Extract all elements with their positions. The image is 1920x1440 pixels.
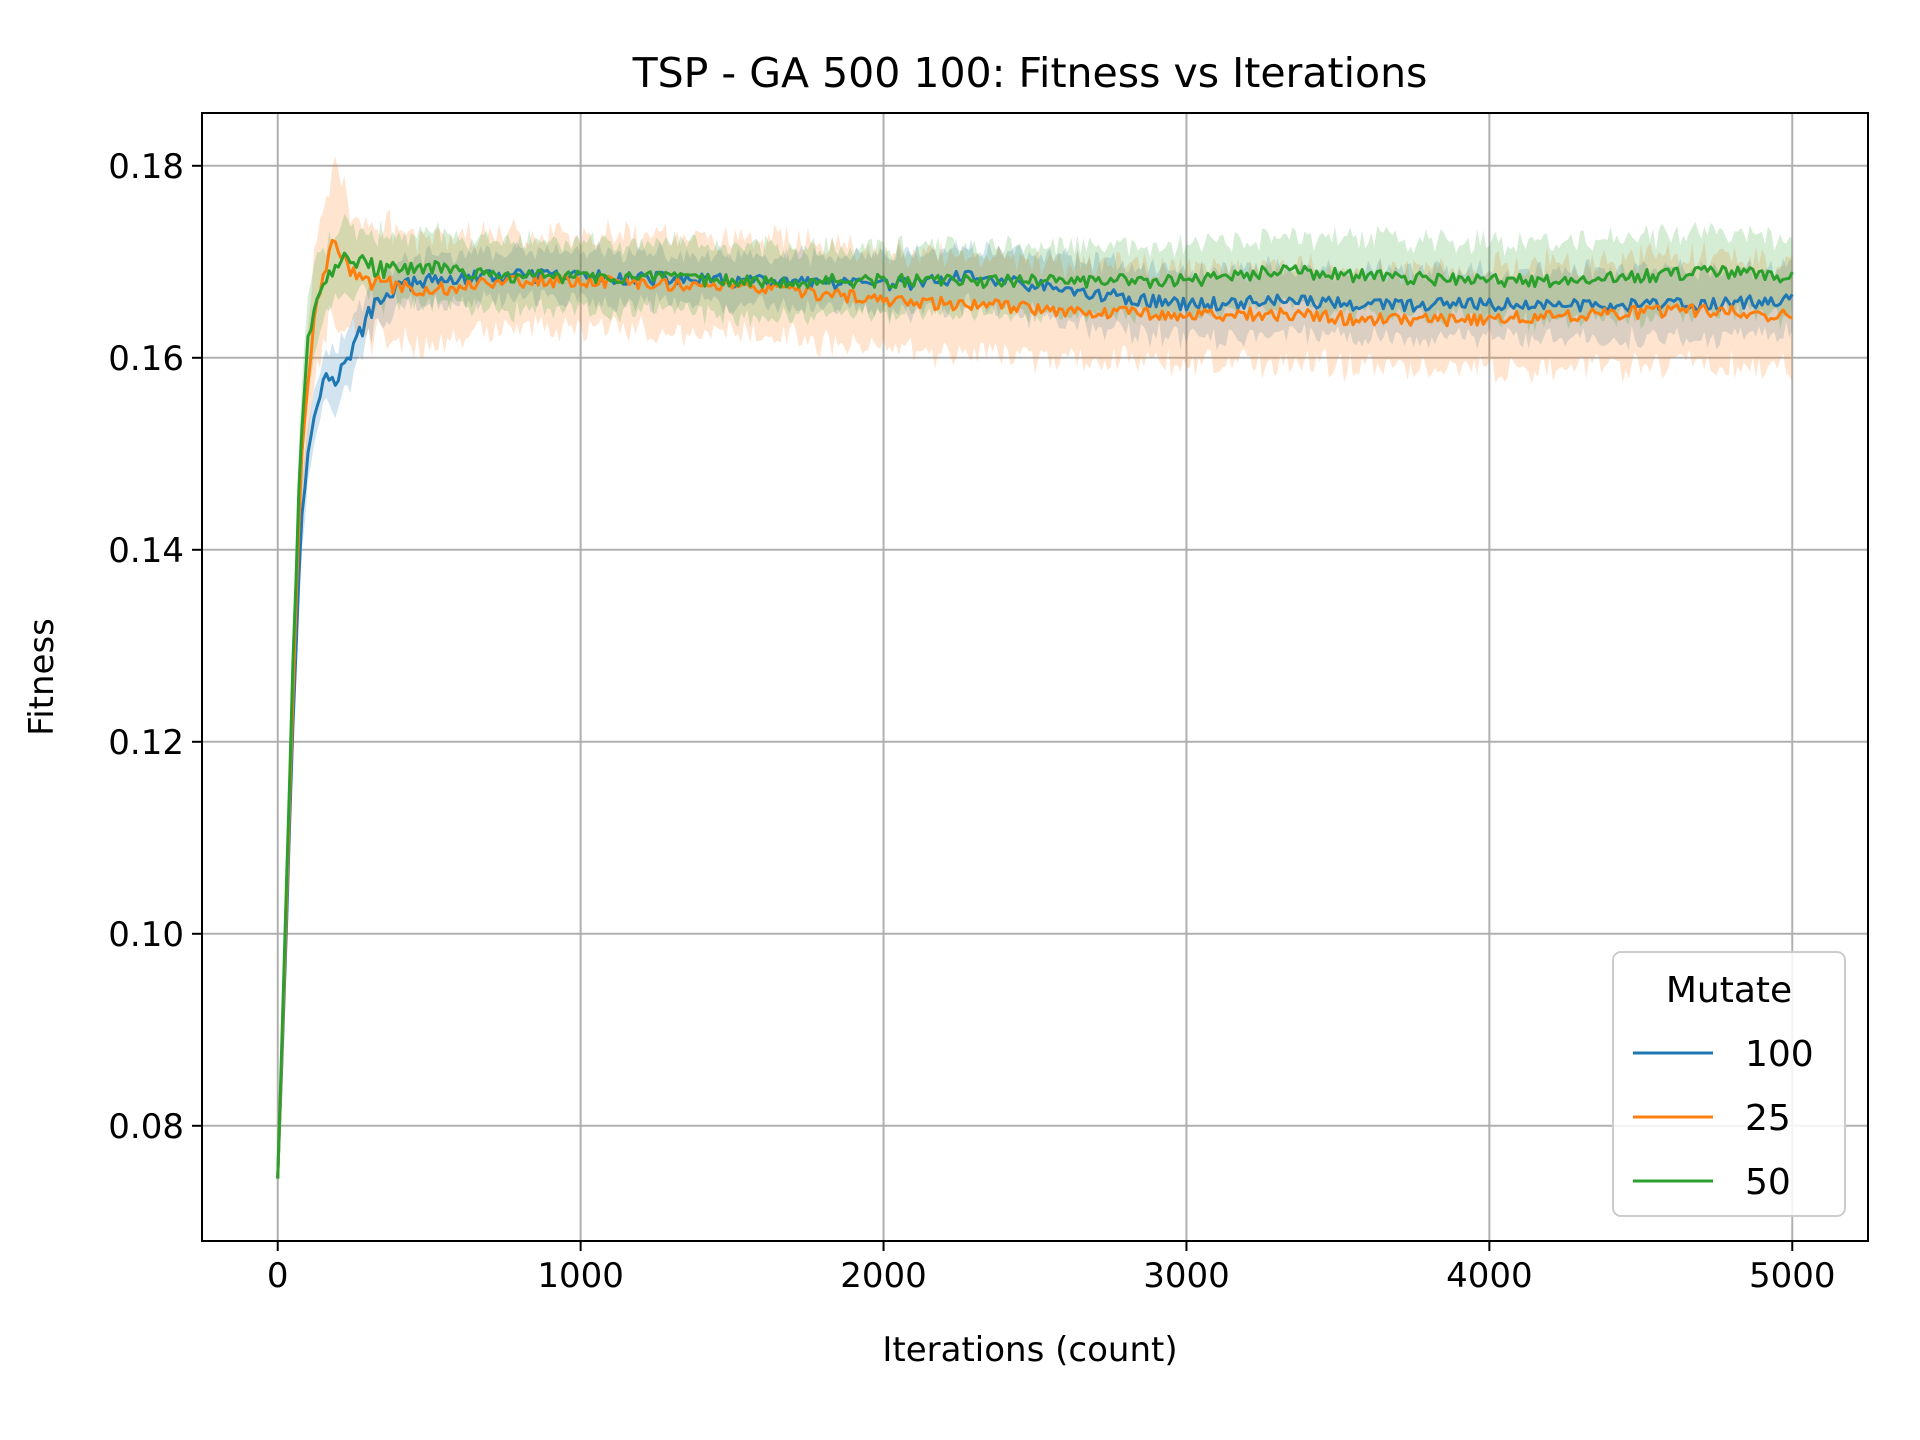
x-axis-title: Iterations (count) — [882, 1330, 1177, 1370]
x-tick-label: 1000 — [537, 1256, 624, 1296]
y-tick-label: 0.10 — [108, 915, 184, 955]
x-tick-label: 5000 — [1749, 1256, 1836, 1296]
axis-ticks: 0 1000 2000 3000 4000 5000 0.08 0.10 0.12 0.14 0.1… — [108, 147, 1835, 1296]
series-line-50 — [276, 251, 1794, 1179]
x-tick-label: 3000 — [1143, 1256, 1230, 1296]
x-tick-label: 0 — [267, 1256, 289, 1296]
y-tick-label: 0.14 — [108, 531, 184, 571]
series-band-100 — [277, 239, 1793, 1183]
legend: Mutate 100 25 50 — [1612, 951, 1846, 1217]
series-line-25 — [276, 238, 1793, 1179]
y-tick-label: 0.18 — [108, 147, 184, 187]
plot-frame — [201, 112, 1869, 1242]
y-tick-label: 0.16 — [108, 339, 184, 379]
legend-label-25: 25 — [1745, 1098, 1791, 1139]
legend-label-50: 50 — [1745, 1162, 1791, 1203]
legend-box — [1612, 951, 1846, 1217]
series-band-25 — [277, 156, 1793, 1185]
series-lines — [276, 238, 1794, 1179]
y-axis-title: Fitness — [22, 618, 62, 736]
chart-title: TSP - GA 500 100: Fitness vs Iterations — [632, 49, 1428, 97]
y-tick-label: 0.08 — [108, 1107, 184, 1147]
x-tick-label: 4000 — [1446, 1256, 1533, 1296]
y-tick-label: 0.12 — [108, 723, 184, 763]
legend-label-100: 100 — [1745, 1034, 1814, 1075]
legend-title: Mutate — [1666, 970, 1792, 1011]
x-tick-label: 2000 — [840, 1256, 927, 1296]
